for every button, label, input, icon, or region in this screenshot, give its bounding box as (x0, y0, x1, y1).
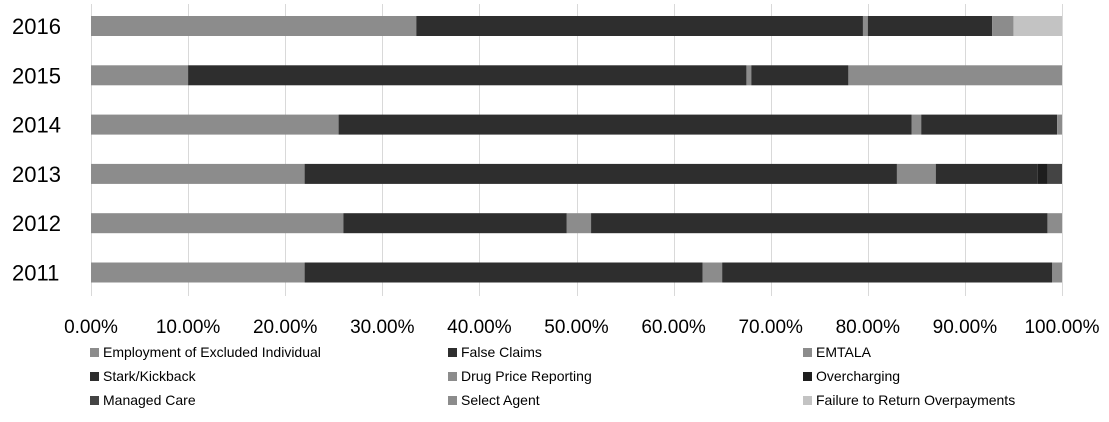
legend-item: Select Agent (448, 392, 540, 408)
bar-segment (91, 65, 189, 86)
bar-segment (1057, 114, 1062, 135)
bar-segment (591, 213, 1048, 234)
bar-segment (91, 262, 305, 283)
bar-segment (722, 262, 1053, 283)
bar-segment (1047, 213, 1062, 234)
legend-swatch (448, 395, 457, 405)
bar-segment (343, 213, 567, 234)
legend-swatch (448, 347, 457, 357)
x-tick-label: 80.00% (836, 317, 901, 338)
x-axis-labels: 0.00% 10.00% 20.00% 30.00% 40.00% 50.00% 60.00… (64, 317, 1100, 338)
bar-segment (935, 163, 1038, 184)
legend-item: Failure to Return Overpayments (803, 392, 1015, 408)
bar-segment (992, 16, 1014, 36)
bar-segment (911, 114, 922, 135)
bar-segment (896, 163, 936, 184)
bar-segment (1047, 163, 1062, 184)
legend-item: Drug Price Reporting (448, 368, 592, 384)
x-tick-label: 90.00% (933, 317, 998, 338)
bar-segment (338, 114, 912, 135)
x-tick-label: 70.00% (738, 317, 803, 338)
legend-item: EMTALA (803, 344, 871, 360)
bar-segment (751, 65, 849, 86)
legend-label: Drug Price Reporting (461, 368, 592, 384)
y-tick-label: 2015 (12, 63, 61, 88)
bar-segments (91, 16, 1062, 283)
legend-label: Failure to Return Overpayments (816, 392, 1016, 408)
legend-label: Select Agent (461, 392, 540, 408)
y-tick-label: 2011 (12, 261, 59, 286)
bar-segment (702, 262, 723, 283)
bar-segment (1037, 163, 1048, 184)
y-tick-label: 2014 (12, 113, 61, 138)
bar-segment (848, 65, 1062, 86)
x-tick-label: 100.00% (1024, 317, 1099, 338)
legend-item: Stark/Kickback (90, 368, 196, 384)
legend-label: Stark/Kickback (103, 368, 196, 384)
bar-segment (304, 262, 703, 283)
bar-segment (746, 65, 752, 86)
bar-segment (921, 114, 1058, 135)
legend-swatch (90, 371, 99, 381)
legend-swatch (803, 371, 812, 381)
bar-segment (91, 213, 344, 234)
legend-item: False Claims (448, 344, 542, 360)
y-tick-label: 2012 (12, 211, 61, 236)
bar-segment (867, 16, 993, 36)
legend-item: Overcharging (803, 368, 900, 384)
legend-swatch (448, 371, 457, 381)
legend-item: Managed Care (90, 392, 196, 408)
legend-label: False Claims (461, 344, 542, 360)
bar-segment (862, 16, 868, 36)
legend-swatch (90, 347, 99, 357)
legend-label: Managed Care (103, 392, 196, 408)
legend-swatch (90, 395, 99, 405)
x-tick-label: 60.00% (641, 317, 706, 338)
bar-segment (91, 163, 305, 184)
y-tick-label: 2016 (12, 14, 61, 39)
legend-swatch (803, 395, 812, 405)
bar-segment (566, 213, 592, 234)
legend-label: Employment of Excluded Individual (103, 344, 321, 360)
x-tick-label: 40.00% (447, 317, 512, 338)
bar-segment (188, 65, 747, 86)
legend-item: Employment of Excluded Individual (90, 344, 321, 360)
bar-segment (416, 16, 863, 36)
x-tick-label: 20.00% (253, 317, 318, 338)
y-axis-labels: 2016 2015 2014 2013 2012 2011 (12, 14, 61, 286)
bar-segment (1052, 262, 1062, 283)
y-tick-label: 2013 (12, 162, 61, 187)
gridlines (91, 4, 1063, 296)
bar-segment (91, 16, 417, 36)
bar-segment (304, 163, 897, 184)
x-tick-label: 10.00% (156, 317, 221, 338)
bar-segment (1013, 16, 1062, 36)
x-tick-label: 30.00% (350, 317, 415, 338)
legend-swatch (803, 347, 812, 357)
x-tick-label: 0.00% (64, 317, 118, 338)
x-tick-label: 50.00% (544, 317, 609, 338)
bar-segment (91, 114, 339, 135)
legend-label: Overcharging (816, 368, 901, 384)
legend-label: EMTALA (816, 344, 871, 360)
